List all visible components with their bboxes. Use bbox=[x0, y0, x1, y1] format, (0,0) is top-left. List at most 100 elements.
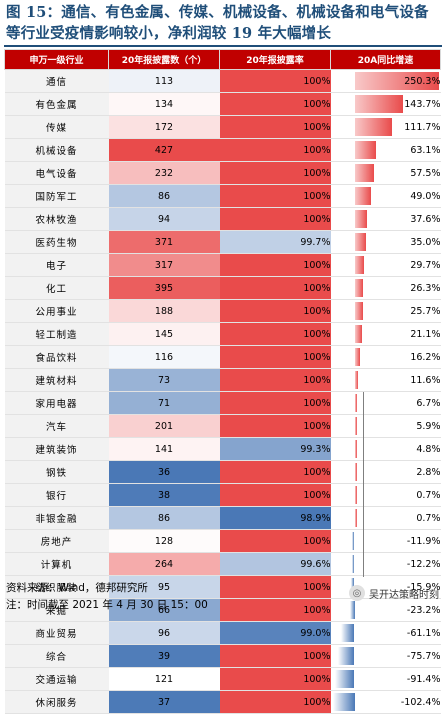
industry-table: 申万一级行业 20年报披露数（个） 20年报披露率 20A同比增速 通信 113 1… bbox=[4, 49, 441, 714]
disclosure-count: 73 bbox=[108, 368, 220, 392]
table-row: 家用电器 71 100% 6.7% bbox=[4, 391, 441, 415]
growth-cell: -91.4% bbox=[330, 667, 441, 691]
industry-name: 农林牧渔 bbox=[4, 207, 109, 231]
growth-cell: -75.7% bbox=[330, 644, 441, 668]
growth-value: 250.3% bbox=[404, 75, 441, 87]
disclosure-rate: 100% bbox=[219, 322, 331, 346]
disclosure-count: 86 bbox=[108, 506, 220, 530]
growth-bar bbox=[332, 693, 355, 711]
disclosure-rate: 100% bbox=[219, 644, 331, 668]
growth-bar bbox=[354, 187, 371, 205]
disclosure-count: 201 bbox=[108, 414, 220, 438]
growth-cell: 21.1% bbox=[330, 322, 441, 346]
growth-value: 26.3% bbox=[410, 282, 441, 294]
table-row: 医药生物 371 99.7% 35.0% bbox=[4, 230, 441, 254]
time-note: 注：时间截至 2021 年 4 月 30 日 15：00 bbox=[6, 599, 208, 611]
table-row: 汽车 201 100% 5.9% bbox=[4, 414, 441, 438]
disclosure-count: 121 bbox=[108, 667, 220, 691]
industry-name: 交通运输 bbox=[4, 667, 109, 691]
table-row: 非银金融 86 98.9% 0.7% bbox=[4, 506, 441, 530]
industry-name: 休闲服务 bbox=[4, 690, 109, 714]
industry-name: 综合 bbox=[4, 644, 109, 668]
disclosure-rate: 99.0% bbox=[219, 621, 331, 645]
growth-value: 35.0% bbox=[410, 236, 441, 248]
growth-cell: 25.7% bbox=[330, 299, 441, 323]
disclosure-rate: 100% bbox=[219, 207, 331, 231]
growth-cell: 16.2% bbox=[330, 345, 441, 369]
growth-cell: 35.0% bbox=[330, 230, 441, 254]
disclosure-rate: 100% bbox=[219, 575, 331, 599]
growth-cell: 37.6% bbox=[330, 207, 441, 231]
growth-cell: 2.8% bbox=[330, 460, 441, 484]
growth-bar bbox=[354, 233, 367, 251]
disclosure-count: 264 bbox=[108, 552, 220, 576]
growth-cell: 4.8% bbox=[330, 437, 441, 461]
growth-cell: 29.7% bbox=[330, 253, 441, 277]
growth-cell: 11.6% bbox=[330, 368, 441, 392]
growth-bar bbox=[354, 440, 357, 458]
table-row: 交通运输 121 100% -91.4% bbox=[4, 667, 441, 691]
growth-cell: -61.1% bbox=[330, 621, 441, 645]
growth-bar bbox=[354, 509, 357, 527]
table-row: 有色金属 134 100% 143.7% bbox=[4, 92, 441, 116]
industry-name: 商业贸易 bbox=[4, 621, 109, 645]
industry-name: 建筑装饰 bbox=[4, 437, 109, 461]
disclosure-rate: 99.3% bbox=[219, 437, 331, 461]
disclosure-count: 86 bbox=[108, 184, 220, 208]
zero-axis bbox=[363, 392, 364, 577]
growth-bar bbox=[354, 164, 374, 182]
growth-value: -11.9% bbox=[406, 535, 441, 547]
growth-value: 25.7% bbox=[410, 305, 441, 317]
growth-value: -15.9% bbox=[406, 581, 441, 593]
growth-bar bbox=[354, 463, 357, 481]
disclosure-count: 128 bbox=[108, 529, 220, 553]
table-row: 农林牧渔 94 100% 37.6% bbox=[4, 207, 441, 231]
header-count: 20年报披露数（个） bbox=[108, 49, 220, 70]
table-row: 钢铁 36 100% 2.8% bbox=[4, 460, 441, 484]
disclosure-rate: 100% bbox=[219, 690, 331, 714]
growth-bar bbox=[354, 325, 362, 343]
growth-bar bbox=[351, 555, 355, 573]
disclosure-count: 134 bbox=[108, 92, 220, 116]
table-row: 电子 317 100% 29.7% bbox=[4, 253, 441, 277]
growth-cell: 0.7% bbox=[330, 483, 441, 507]
industry-name: 有色金属 bbox=[4, 92, 109, 116]
growth-cell: 63.1% bbox=[330, 138, 441, 162]
disclosure-rate: 100% bbox=[219, 483, 331, 507]
disclosure-rate: 100% bbox=[219, 391, 331, 415]
table-row: 银行 38 100% 0.7% bbox=[4, 483, 441, 507]
growth-bar bbox=[354, 256, 365, 274]
source-note: 资料来源：Wind，德邦研究所 bbox=[6, 582, 148, 594]
growth-value: 111.7% bbox=[404, 121, 441, 133]
table-row: 商业贸易 96 99.0% -61.1% bbox=[4, 621, 441, 645]
growth-bar bbox=[354, 302, 364, 320]
growth-cell: 0.7% bbox=[330, 506, 441, 530]
table-row: 休闲服务 37 100% -102.4% bbox=[4, 690, 441, 714]
growth-bar bbox=[351, 532, 355, 550]
disclosure-rate: 100% bbox=[219, 138, 331, 162]
disclosure-count: 317 bbox=[108, 253, 220, 277]
growth-cell: 250.3% bbox=[330, 69, 441, 93]
disclosure-count: 36 bbox=[108, 460, 220, 484]
table-row: 化工 395 100% 26.3% bbox=[4, 276, 441, 300]
disclosure-count: 172 bbox=[108, 115, 220, 139]
industry-name: 食品饮料 bbox=[4, 345, 109, 369]
growth-cell: 26.3% bbox=[330, 276, 441, 300]
growth-value: 5.9% bbox=[416, 420, 441, 432]
growth-value: 143.7% bbox=[404, 98, 441, 110]
growth-bar bbox=[349, 601, 355, 619]
industry-name: 计算机 bbox=[4, 552, 109, 576]
header-rate: 20年报披露率 bbox=[219, 49, 331, 70]
industry-name: 传媒 bbox=[4, 115, 109, 139]
industry-name: 采掘 bbox=[4, 598, 109, 622]
table-row: 电气设备 232 100% 57.5% bbox=[4, 161, 441, 185]
disclosure-rate: 100% bbox=[219, 184, 331, 208]
growth-value: 57.5% bbox=[410, 167, 441, 179]
industry-name: 电子 bbox=[4, 253, 109, 277]
table-row: 轻工制造 145 100% 21.1% bbox=[4, 322, 441, 346]
industry-name: 通信 bbox=[4, 69, 109, 93]
disclosure-rate: 100% bbox=[219, 368, 331, 392]
table-header-row: 申万一级行业 20年报披露数（个） 20年报披露率 20A同比增速 bbox=[4, 49, 441, 70]
watermark-text: 吴开达策略时刻 bbox=[369, 589, 439, 601]
industry-name: 非银金融 bbox=[4, 506, 109, 530]
